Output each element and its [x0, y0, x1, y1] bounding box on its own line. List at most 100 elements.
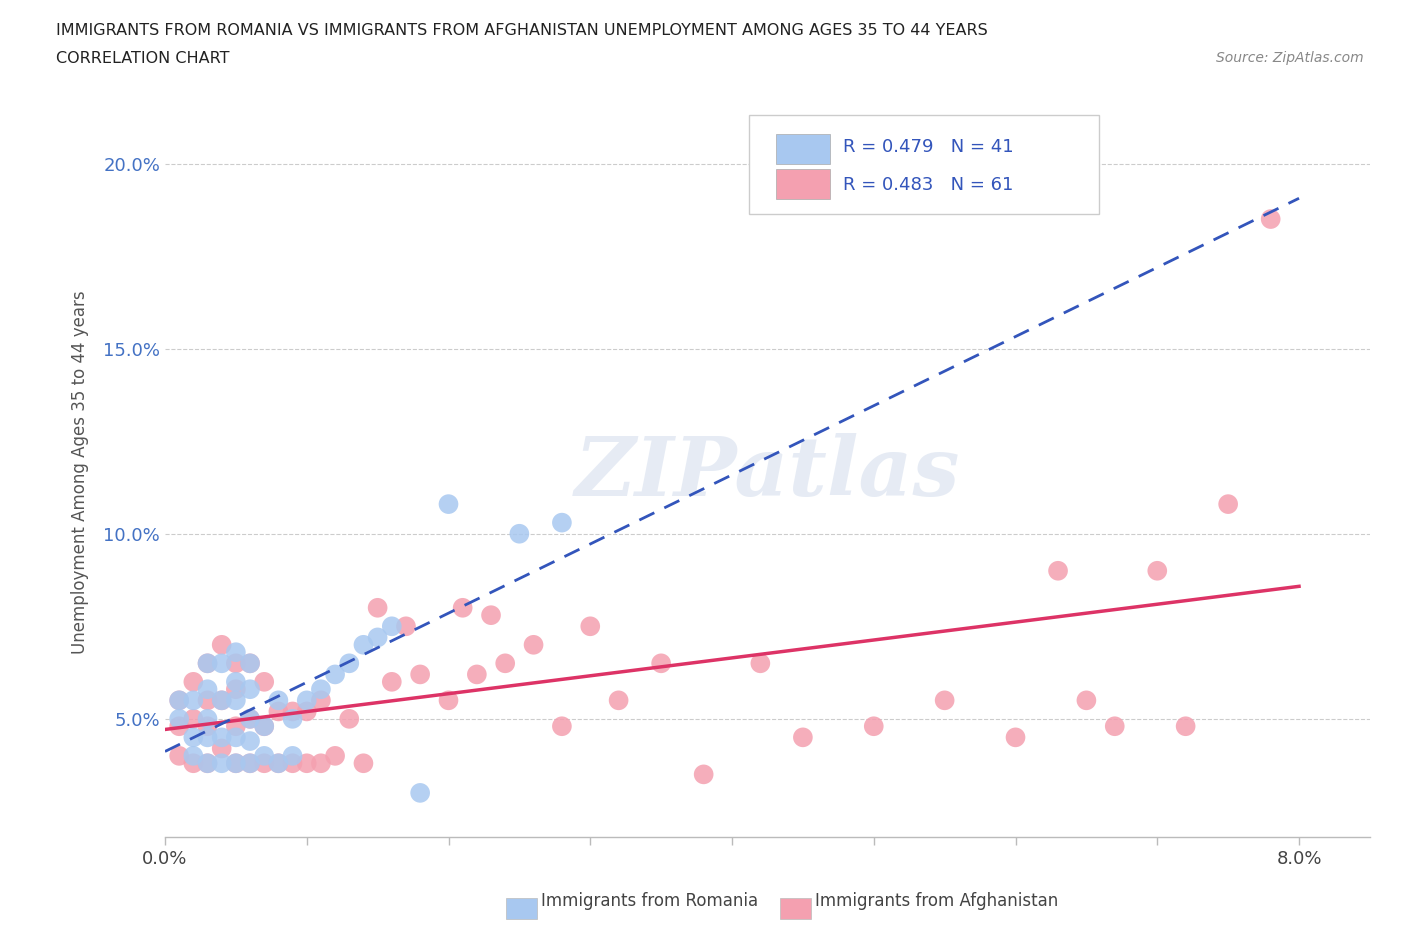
Point [225, 756, 247, 771]
Point [197, 711, 219, 726]
Point [451, 601, 474, 616]
Point [211, 693, 233, 708]
Y-axis label: Unemployment Among Ages 35 to 44 years: Unemployment Among Ages 35 to 44 years [72, 291, 89, 655]
Point [239, 711, 262, 726]
Point [551, 719, 574, 734]
Point [239, 656, 262, 671]
Point [337, 656, 360, 671]
Point [197, 656, 219, 671]
Point [225, 674, 247, 689]
Point [352, 637, 374, 652]
Point [253, 749, 276, 764]
Point [183, 693, 205, 708]
Point [381, 674, 404, 689]
Point [409, 667, 432, 682]
Point [1076, 693, 1098, 708]
Point [522, 637, 544, 652]
Point [381, 618, 404, 633]
Point [167, 693, 190, 708]
Text: ZIPatlas: ZIPatlas [575, 432, 960, 512]
Point [167, 711, 190, 726]
Text: Source: ZipAtlas.com: Source: ZipAtlas.com [1216, 51, 1364, 65]
Point [323, 667, 346, 682]
Point [267, 756, 290, 771]
Point [211, 730, 233, 745]
Point [211, 693, 233, 708]
Point [295, 693, 318, 708]
Point [225, 644, 247, 659]
FancyBboxPatch shape [776, 134, 830, 165]
Point [239, 734, 262, 749]
Point [211, 741, 233, 756]
Point [479, 607, 502, 622]
Point [167, 719, 190, 734]
Point [1146, 564, 1168, 578]
Point [309, 682, 332, 697]
Point [650, 656, 672, 671]
Point [239, 711, 262, 726]
Point [1174, 719, 1197, 734]
Point [295, 756, 318, 771]
Point [239, 656, 262, 671]
Text: R = 0.479   N = 41: R = 0.479 N = 41 [844, 138, 1014, 155]
Point [267, 756, 290, 771]
Point [253, 719, 276, 734]
Point [197, 682, 219, 697]
Point [281, 756, 304, 771]
Point [934, 693, 956, 708]
Point [437, 497, 460, 512]
Point [295, 704, 318, 719]
FancyBboxPatch shape [776, 168, 830, 199]
Text: CORRELATION CHART: CORRELATION CHART [56, 51, 229, 66]
Point [225, 719, 247, 734]
Point [551, 515, 574, 530]
Point [692, 767, 714, 782]
Point [1004, 730, 1026, 745]
Point [225, 756, 247, 771]
Point [607, 693, 630, 708]
Point [1104, 719, 1126, 734]
Point [352, 756, 374, 771]
Point [239, 682, 262, 697]
Point [323, 749, 346, 764]
Point [862, 719, 884, 734]
Point [281, 711, 304, 726]
Point [197, 656, 219, 671]
Point [211, 756, 233, 771]
Point [225, 730, 247, 745]
Text: R = 0.483   N = 61: R = 0.483 N = 61 [844, 176, 1014, 193]
Text: Immigrants from Romania: Immigrants from Romania [541, 892, 758, 910]
FancyBboxPatch shape [749, 115, 1099, 214]
Point [197, 719, 219, 734]
Point [197, 756, 219, 771]
Point [465, 667, 488, 682]
Point [253, 719, 276, 734]
Point [437, 693, 460, 708]
Point [211, 656, 233, 671]
Point [253, 674, 276, 689]
Point [197, 693, 219, 708]
Point [1260, 212, 1282, 227]
Point [309, 756, 332, 771]
Point [309, 693, 332, 708]
Point [167, 749, 190, 764]
Point [197, 756, 219, 771]
Point [267, 693, 290, 708]
Point [167, 693, 190, 708]
Point [183, 756, 205, 771]
Point [253, 756, 276, 771]
Point [508, 526, 530, 541]
Point [225, 682, 247, 697]
Point [281, 749, 304, 764]
Point [183, 674, 205, 689]
Point [183, 749, 205, 764]
Point [579, 618, 602, 633]
Point [197, 730, 219, 745]
Point [749, 656, 772, 671]
Point [1047, 564, 1070, 578]
Point [281, 704, 304, 719]
Point [367, 630, 389, 644]
Point [183, 730, 205, 745]
Point [395, 618, 418, 633]
Point [225, 693, 247, 708]
